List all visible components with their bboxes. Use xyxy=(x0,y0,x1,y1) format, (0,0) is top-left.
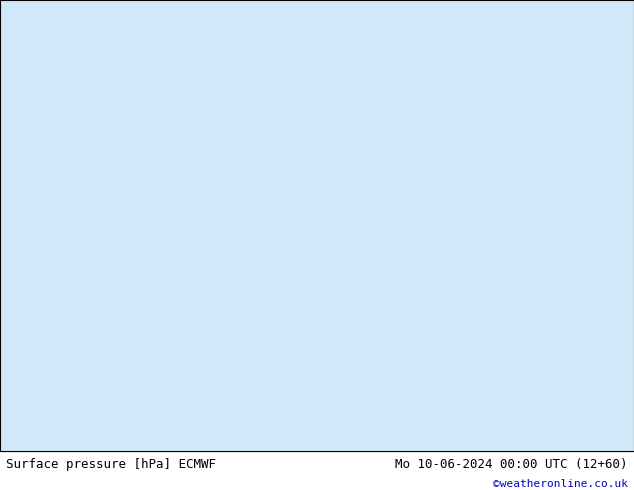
Text: ©weatheronline.co.uk: ©weatheronline.co.uk xyxy=(493,479,628,489)
Text: Surface pressure [hPa] ECMWF: Surface pressure [hPa] ECMWF xyxy=(6,458,216,471)
Text: Mo 10-06-2024 00:00 UTC (12+60): Mo 10-06-2024 00:00 UTC (12+60) xyxy=(395,458,628,471)
